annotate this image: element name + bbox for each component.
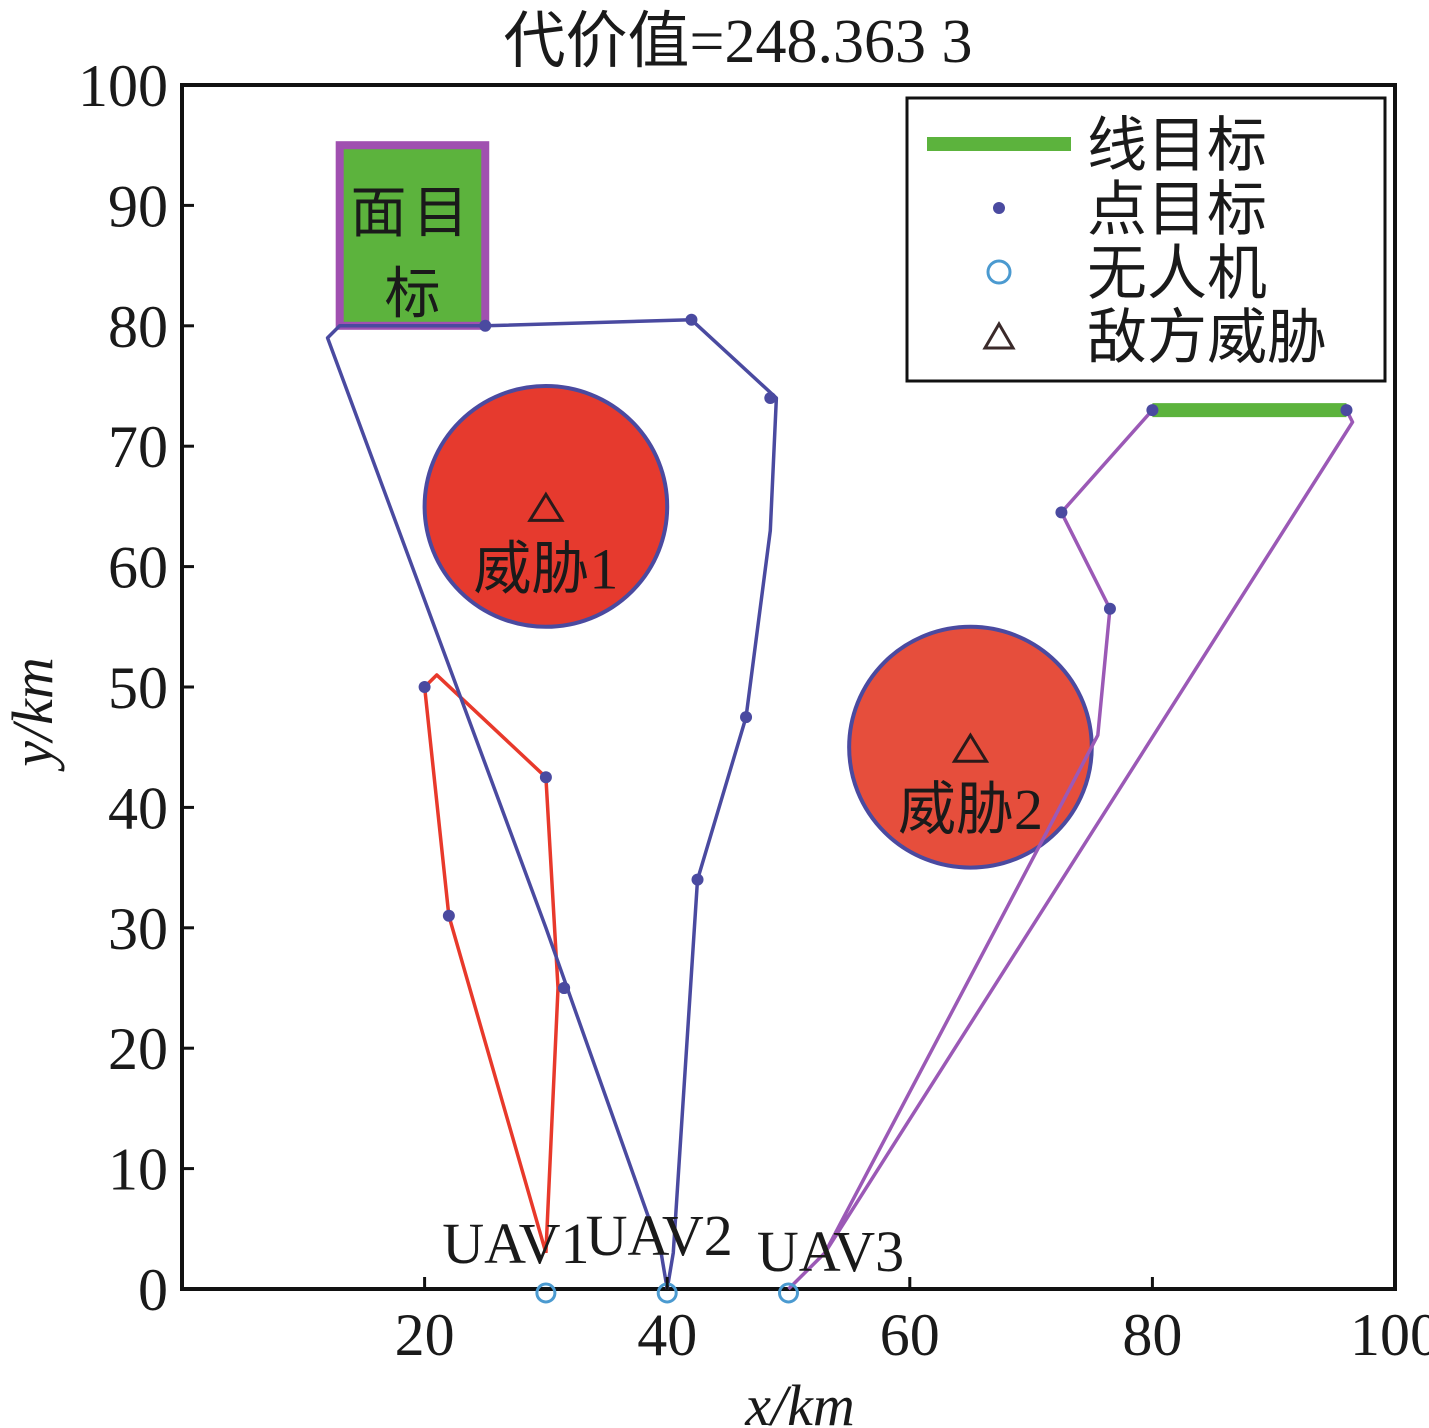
point-target-1-3 [539,771,552,784]
area-target-label-line2: 标 [384,264,440,326]
y-tick-label: 10 [108,1137,168,1203]
legend-label-1: 线目标 [1087,113,1267,179]
legend-label-3: 无人机 [1087,241,1267,307]
threat-label-1: 威胁1 [473,536,618,601]
y-tick-label: 100 [78,53,168,119]
uav-start-3 [778,1282,799,1304]
y-tick-label: 90 [108,173,168,239]
point-target-3-2 [1055,506,1068,519]
line-target-start-point [1147,405,1158,416]
legend-triangle-marker [982,321,1016,350]
legend-circle-marker [986,259,1012,285]
legend-label-2: 点目标 [1087,177,1267,243]
x-tick-label: 40 [637,1302,697,1368]
legend-label-4: 敌方威胁 [1087,305,1327,371]
legend-dot-marker [993,202,1005,214]
point-target-3-1 [1103,602,1116,615]
point-target-2-4 [685,313,698,326]
y-tick-label: 70 [108,414,168,480]
y-tick-label: 20 [108,1016,168,1082]
point-target-2-6 [558,982,571,994]
x-tick-label: 60 [880,1302,940,1368]
x-tick-label: 20 [395,1302,455,1368]
y-tick-label: 30 [108,896,168,962]
uav-label-3: UAV3 [757,1219,904,1284]
x-axis-label: x/km [744,1373,855,1428]
point-target-2-1 [691,873,704,886]
uav-label-2: UAV2 [586,1203,733,1268]
y-tick-label: 50 [108,655,168,721]
threat-label-2: 威胁2 [898,777,1043,842]
y-axis-label: y/km [0,657,65,772]
y-tick-label: 40 [108,775,168,841]
uav3-path [787,408,1355,1291]
threat-triangle-1 [527,491,565,522]
x-tick-label: 100 [1350,1302,1429,1368]
point-target-2-2 [740,711,753,724]
line-target-end-point [1341,405,1352,416]
point-target-2-5 [479,319,492,332]
threat-triangle-2 [951,732,990,763]
area-target-label-line1: 面目 [350,183,474,245]
chart-title: 代价值=248.363 3 [504,8,973,76]
point-target-2-3 [764,392,777,405]
uav1-path [422,673,560,1254]
uav-start-1 [535,1282,557,1304]
y-tick-label: 60 [108,535,168,601]
point-target-1-1 [442,909,455,922]
y-tick-label: 0 [138,1257,168,1323]
x-tick-label: 80 [1122,1302,1182,1368]
uav-label-1: UAV1 [442,1211,589,1276]
y-tick-label: 80 [108,294,168,360]
threat-zone-1 [422,384,670,629]
point-target-1-2 [418,681,431,693]
